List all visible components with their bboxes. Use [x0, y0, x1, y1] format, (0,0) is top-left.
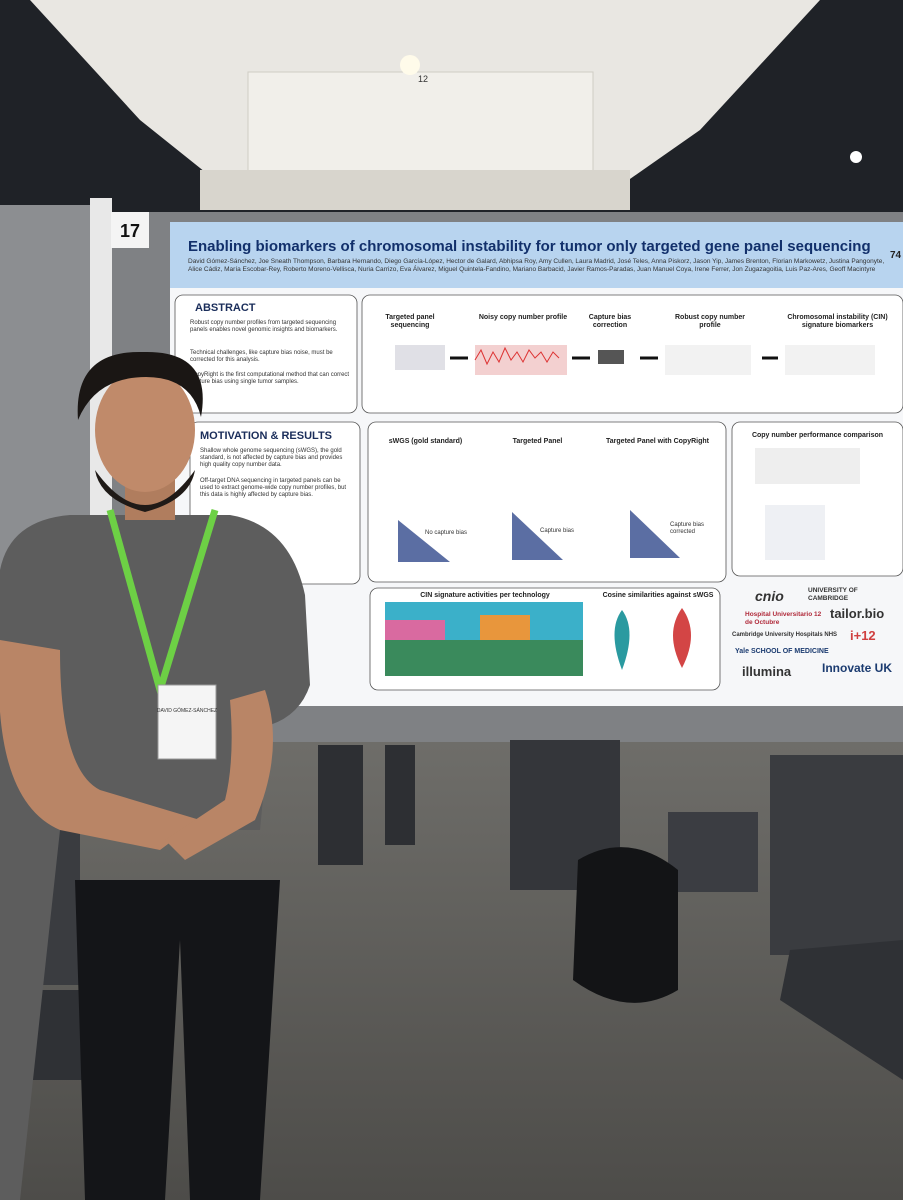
- panel-note: No capture bias: [425, 530, 468, 536]
- trousers: [75, 880, 280, 1200]
- shirt: [0, 515, 310, 1200]
- poster-number: 74: [890, 250, 902, 261]
- light: [400, 55, 420, 75]
- pipeline-plots: [395, 345, 875, 375]
- poster-boxes: [174, 294, 903, 691]
- authors: David Gómez-Sánchez, Joe Sneath Thompson…: [188, 258, 885, 273]
- panel-label: sWGS (gold standard): [388, 438, 463, 445]
- panel-label: Targeted Panel: [512, 438, 563, 445]
- arm: [0, 640, 200, 850]
- logo: Yale SCHOOL OF MEDICINE: [735, 648, 829, 655]
- logo: cnio: [755, 588, 784, 604]
- hair: [77, 351, 203, 420]
- logo: UNIVERSITY OF CAMBRIDGE: [808, 587, 858, 602]
- column: [200, 170, 630, 210]
- bullet: Robust copy number profiles from targete…: [190, 320, 338, 334]
- badge: [157, 684, 217, 760]
- cin-bars: [385, 602, 691, 676]
- chart-label: Cosine similarities against sWGS: [602, 592, 714, 599]
- bullet: Technical challenges, like capture bias …: [190, 350, 333, 364]
- face: [95, 368, 195, 492]
- bullet: Off-target DNA sequencing in targeted pa…: [200, 478, 347, 499]
- board-number: 17: [120, 221, 140, 241]
- panel-note: Capture bias corrected: [670, 522, 705, 536]
- badge-name: DAVID GÓMEZ-SÁNCHEZ: [157, 707, 217, 714]
- light: [850, 151, 862, 163]
- distribution-plots: [398, 448, 860, 562]
- logo: i+12: [850, 628, 876, 643]
- bullet: Shallow whole genome sequencing (sWGS), …: [200, 448, 343, 469]
- beam: [247, 71, 594, 173]
- logo: tailor.bio: [830, 606, 885, 621]
- pipeline-label: Targeted panel sequencing: [385, 314, 435, 330]
- panel-label: Targeted Panel with CopyRight: [606, 438, 709, 445]
- logo: Hospital Universitario 12 de Octubre: [745, 611, 822, 626]
- logo: Cambridge University Hospitals NHS: [732, 632, 838, 638]
- pipeline-label: Noisy copy number profile: [478, 314, 568, 321]
- section-heading: MOTIVATION & RESULTS: [200, 430, 332, 442]
- pipeline-label: Capture bias correction: [588, 314, 632, 330]
- logo: illumina: [742, 664, 792, 679]
- poster-header: [170, 222, 903, 288]
- section-heading: ABSTRACT: [195, 302, 256, 314]
- beard: [95, 470, 195, 512]
- background-people: [318, 740, 678, 1003]
- logo: Innovate UK: [822, 661, 893, 675]
- ceiling-sign: 12: [418, 74, 428, 84]
- arm: [165, 690, 273, 860]
- number-card: [111, 212, 149, 248]
- panel-note: Capture bias: [540, 528, 575, 534]
- pipeline-label: Chromosomal instability (CIN) signature …: [787, 314, 888, 330]
- bullet: CopyRight is the first computational met…: [190, 372, 350, 386]
- poster-title: Enabling biomarkers of chromosomal insta…: [188, 238, 871, 255]
- chart-label: CIN signature activities per technology: [420, 592, 550, 599]
- pipeline-label: Robust copy number profile: [674, 314, 745, 330]
- panel-label: Copy number performance comparison: [751, 432, 884, 439]
